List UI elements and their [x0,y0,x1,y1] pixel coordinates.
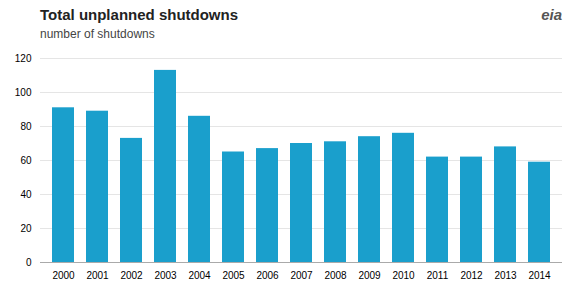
svg-text:0: 0 [26,257,32,268]
svg-text:40: 40 [20,189,32,200]
svg-text:2010: 2010 [392,270,415,281]
svg-text:2014: 2014 [528,270,551,281]
svg-text:2012: 2012 [460,270,483,281]
svg-text:2001: 2001 [86,270,109,281]
html-text:number of shutdowns: number of shutdowns [40,27,155,41]
svg-text:100: 100 [15,87,32,98]
svg-text:2000: 2000 [52,270,75,281]
svg-text:20: 20 [20,223,32,234]
html-text:Total unplanned shutdowns: Total unplanned shutdowns [40,6,238,23]
svg-text:120: 120 [15,53,32,64]
svg-text:60: 60 [20,155,32,166]
svg-text:2003: 2003 [154,270,177,281]
svg-text:2005: 2005 [222,270,245,281]
svg-text:2009: 2009 [358,270,381,281]
svg-text:80: 80 [20,121,32,132]
svg-text:2007: 2007 [290,270,313,281]
svg-text:2002: 2002 [120,270,143,281]
svg-text:2008: 2008 [324,270,347,281]
svg-text:2011: 2011 [427,270,449,281]
svg-text:2013: 2013 [494,270,517,281]
svg-text:2004: 2004 [188,270,211,281]
html-text:eia: eia [541,6,562,23]
svg-text:2006: 2006 [256,270,279,281]
